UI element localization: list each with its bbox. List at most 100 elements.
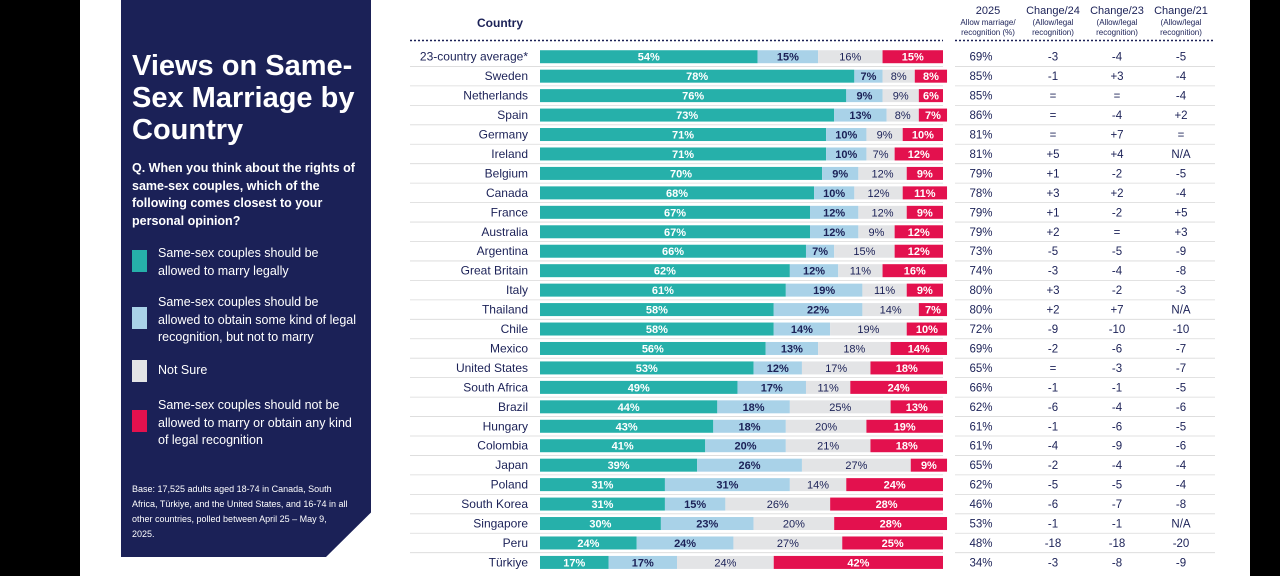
total-2025-value: 62%: [969, 480, 992, 492]
bar-segment-oppose: [918, 108, 948, 122]
change-21-value: +2: [1174, 110, 1187, 122]
bar-segment-oppose: [902, 128, 943, 142]
bar-value-label: 22%: [807, 305, 829, 317]
country-label: Germany: [479, 128, 528, 142]
bar-segment-not-sure: [785, 419, 867, 433]
bar-segment-oppose: [906, 166, 943, 180]
bar-value-label: 23%: [696, 519, 718, 531]
bar-value-label: 11%: [914, 188, 936, 200]
bar-value-label: 14%: [880, 305, 902, 317]
bar-segment-not-sure: [818, 50, 883, 64]
bar-value-label: 24%: [888, 382, 910, 394]
country-header: Country: [460, 17, 540, 30]
col-24-sub: (Allow/legal recognition): [1032, 18, 1074, 37]
bar-segment-marry: [540, 341, 766, 355]
bar-segment-oppose: [842, 536, 943, 550]
total-2025-value: 86%: [969, 110, 992, 122]
bar-value-label: 71%: [672, 149, 694, 161]
bar-value-label: 20%: [815, 421, 837, 433]
bar-segment-not-sure: [862, 283, 907, 297]
total-2025-value: 79%: [969, 168, 992, 180]
total-2025-value: 81%: [969, 149, 992, 161]
change-23-value: +2: [1110, 188, 1123, 200]
bar-segment-oppose: [850, 380, 948, 394]
bar-value-label: 49%: [628, 382, 650, 394]
col-23-main: Change/23: [1090, 5, 1144, 17]
bar-segment-recognition: [765, 341, 819, 355]
bar-value-label: 61%: [652, 285, 674, 297]
bar-segment-oppose: [773, 555, 943, 569]
country-label: South Korea: [461, 497, 528, 511]
bar-value-label: 11%: [874, 285, 895, 297]
country-label: United States: [456, 361, 528, 375]
change-24-value: -5: [1048, 246, 1058, 258]
change-24-value: =: [1050, 363, 1057, 375]
country-label: Belgium: [485, 166, 528, 180]
bar-value-label: 78%: [686, 71, 708, 83]
bar-segment-oppose: [906, 322, 948, 336]
change-21-value: -5: [1176, 421, 1186, 433]
total-2025-value: 65%: [969, 363, 992, 375]
bar-segment-not-sure: [830, 322, 907, 336]
bar-segment-oppose: [846, 478, 943, 492]
bar-value-label: 6%: [923, 91, 939, 103]
bar-value-label: 19%: [813, 285, 835, 297]
bar-value-label: 12%: [872, 168, 894, 180]
bar-segment-recognition: [810, 225, 859, 239]
change-23-value: -4: [1112, 402, 1123, 414]
bar-segment-marry: [540, 186, 815, 200]
col-21-main: Change/21: [1154, 5, 1208, 17]
bar-segment-marry: [540, 497, 665, 511]
bar-value-label: 56%: [642, 343, 664, 355]
bar-value-label: 20%: [735, 441, 757, 453]
change-23-value: -1: [1112, 519, 1122, 531]
change-24-value: -5: [1048, 480, 1058, 492]
bar-segment-recognition: [834, 108, 887, 122]
bar-value-label: 43%: [616, 421, 638, 433]
country-label: Ireland: [491, 147, 528, 161]
bar-value-label: 14%: [908, 343, 930, 355]
bar-value-label: 16%: [904, 266, 926, 278]
total-2025-value: 80%: [969, 305, 992, 317]
change-24-value: -1: [1048, 519, 1058, 531]
bar-value-label: 30%: [589, 519, 611, 531]
change-21-value: -4: [1176, 71, 1187, 83]
country-label: Thailand: [482, 303, 528, 317]
bar-segment-recognition: [846, 89, 883, 103]
change-21-value: -6: [1176, 441, 1186, 453]
change-21-value: +5: [1174, 207, 1187, 219]
change-23-value: -4: [1112, 460, 1123, 472]
bar-value-label: 42%: [847, 557, 869, 569]
bar-segment-oppose: [890, 341, 948, 355]
change-23-value: +3: [1110, 71, 1123, 83]
col-24-main: Change/24: [1026, 5, 1080, 17]
bar-segment-marry: [540, 89, 847, 103]
bar-segment-recognition: [705, 439, 786, 453]
change-21-value: -20: [1173, 538, 1190, 550]
bar-segment-recognition: [737, 380, 806, 394]
bar-segment-recognition: [717, 400, 790, 414]
bar-value-label: 12%: [868, 188, 890, 200]
change-24-value: -4: [1048, 441, 1059, 453]
change-24-value: -2: [1048, 460, 1058, 472]
bar-segment-oppose: [914, 69, 948, 83]
bar-value-label: 24%: [714, 557, 736, 569]
bar-segment-not-sure: [805, 380, 851, 394]
bar-segment-recognition: [826, 128, 867, 142]
country-label: Poland: [491, 478, 528, 492]
bar-value-label: 53%: [636, 363, 658, 375]
bar-segment-recognition: [773, 322, 831, 336]
bar-value-label: 9%: [832, 168, 848, 180]
bar-value-label: 9%: [917, 207, 933, 219]
bar-value-label: 62%: [654, 266, 676, 278]
change-24-value: -3: [1048, 266, 1058, 278]
bar-segment-marry: [540, 283, 786, 297]
total-2025-value: 61%: [969, 421, 992, 433]
bar-segment-recognition: [753, 361, 802, 375]
change-21-value: +3: [1174, 227, 1187, 239]
bar-segment-not-sure: [886, 108, 919, 122]
bar-value-label: 18%: [743, 402, 765, 414]
change-23-value: -2: [1112, 168, 1122, 180]
bar-value-label: 16%: [839, 52, 861, 64]
bar-segment-oppose: [894, 147, 943, 161]
